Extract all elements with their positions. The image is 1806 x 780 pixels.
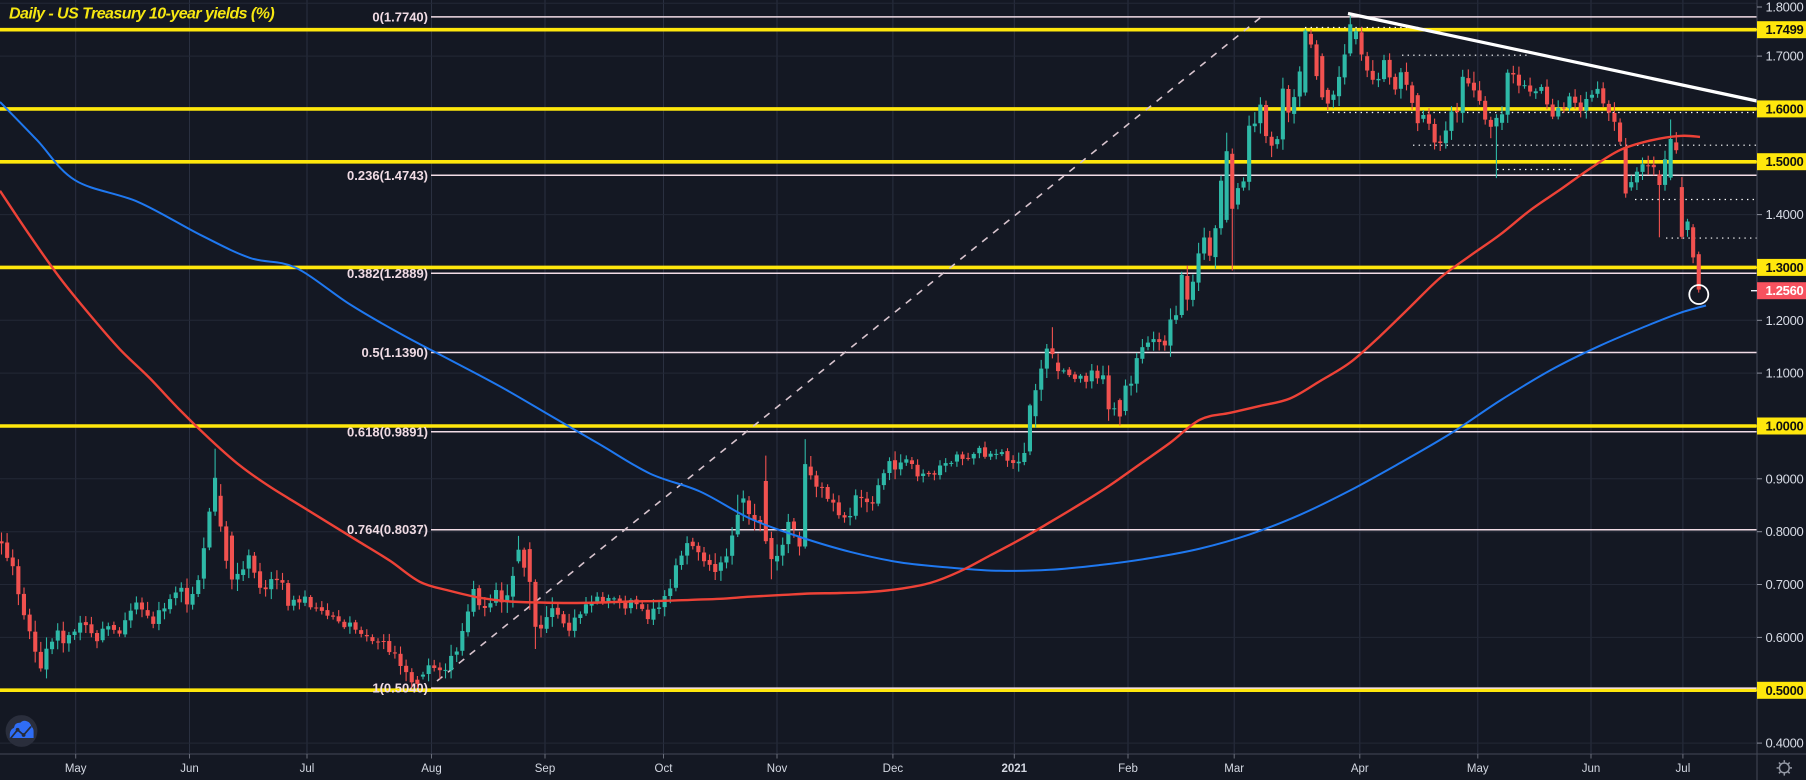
svg-text:1.4000: 1.4000 — [1766, 207, 1804, 222]
svg-text:1.6000: 1.6000 — [1766, 101, 1804, 116]
svg-text:0.4000: 0.4000 — [1766, 736, 1804, 751]
svg-text:Sep: Sep — [535, 763, 555, 775]
svg-text:May: May — [1467, 763, 1489, 775]
svg-text:Oct: Oct — [655, 763, 674, 775]
svg-text:Jul: Jul — [1676, 763, 1691, 775]
svg-text:Dec: Dec — [883, 763, 904, 775]
svg-text:2021: 2021 — [1002, 763, 1028, 775]
svg-text:Nov: Nov — [767, 763, 788, 775]
svg-text:0.618(0.9891): 0.618(0.9891) — [347, 424, 428, 439]
svg-text:1.3000: 1.3000 — [1766, 260, 1804, 275]
svg-text:1.2560: 1.2560 — [1766, 283, 1804, 298]
svg-text:1.7499: 1.7499 — [1766, 22, 1804, 37]
svg-text:1.2000: 1.2000 — [1766, 313, 1804, 328]
svg-text:0.382(1.2889): 0.382(1.2889) — [347, 266, 428, 281]
svg-text:0.764(0.8037): 0.764(0.8037) — [347, 522, 428, 537]
svg-text:Aug: Aug — [421, 763, 441, 775]
svg-text:Apr: Apr — [1351, 763, 1369, 775]
svg-text:Daily - US Treasury 10-year yi: Daily - US Treasury 10-year yields (%) — [9, 6, 274, 23]
svg-text:0.8000: 0.8000 — [1766, 524, 1804, 539]
svg-text:May: May — [65, 763, 87, 775]
svg-text:Mar: Mar — [1224, 763, 1244, 775]
svg-text:0.7000: 0.7000 — [1766, 577, 1804, 592]
svg-text:0.5000: 0.5000 — [1766, 683, 1804, 698]
svg-text:1.1000: 1.1000 — [1766, 366, 1804, 381]
svg-text:0(1.7740): 0(1.7740) — [372, 9, 428, 24]
svg-text:0.6000: 0.6000 — [1766, 630, 1804, 645]
svg-text:1.8000: 1.8000 — [1766, 0, 1804, 15]
svg-text:1(0.5040): 1(0.5040) — [372, 681, 428, 696]
svg-text:0.9000: 0.9000 — [1766, 471, 1804, 486]
svg-text:Feb: Feb — [1118, 763, 1138, 775]
svg-text:0.5(1.1390): 0.5(1.1390) — [362, 345, 429, 360]
svg-text:Jul: Jul — [300, 763, 315, 775]
svg-text:1.0000: 1.0000 — [1766, 419, 1804, 434]
svg-text:1.5000: 1.5000 — [1766, 154, 1804, 169]
svg-text:Jun: Jun — [180, 763, 199, 775]
svg-text:1.7000: 1.7000 — [1766, 49, 1804, 64]
svg-text:0.236(1.4743): 0.236(1.4743) — [347, 168, 428, 183]
svg-text:Jun: Jun — [1582, 763, 1601, 775]
